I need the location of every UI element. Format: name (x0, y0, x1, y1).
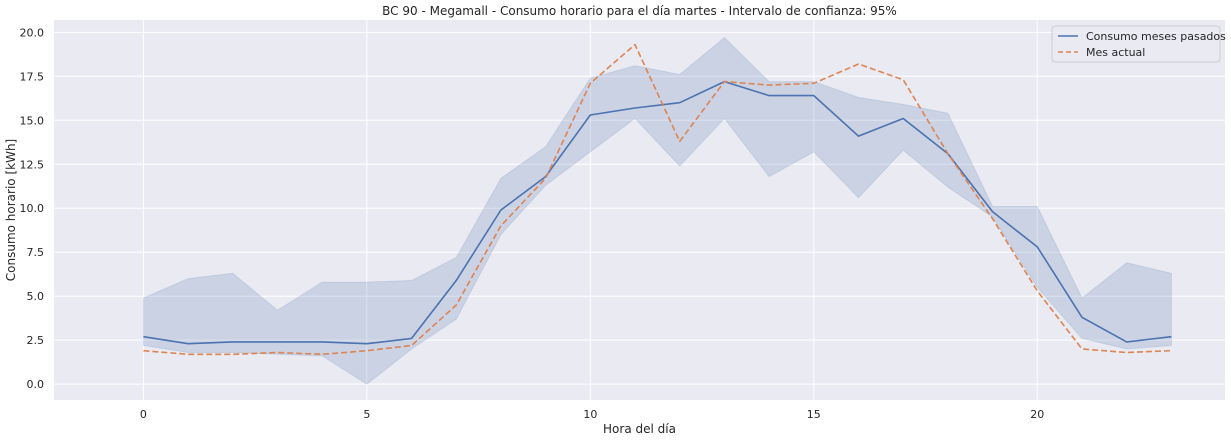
plot-background (54, 20, 1225, 400)
x-tick-label: 15 (807, 408, 821, 421)
x-axis-ticks: 0 5 10 15 20 (140, 408, 1044, 421)
x-tick-label: 0 (140, 408, 147, 421)
legend-label-consumo-meses-pasados: Consumo meses pasados (1086, 30, 1226, 43)
y-tick-label: 0.0 (27, 378, 45, 391)
x-axis-label: Hora del día (603, 422, 676, 436)
y-tick-label: 7.5 (27, 246, 45, 259)
series-lines (143, 43, 1172, 356)
chart-title: BC 90 - Megamall - Consumo horario para … (382, 4, 897, 18)
y-axis-label: Consumo horario [kWh] (4, 139, 18, 281)
x-tick-label: 5 (363, 408, 370, 421)
y-tick-label: 10.0 (20, 202, 45, 215)
series-line-mes-actual (143, 43, 1172, 356)
series-line-consumo-meses-pasados (143, 80, 1172, 345)
legend-label-mes-actual: Mes actual (1086, 46, 1145, 59)
y-tick-label: 12.5 (20, 158, 45, 171)
y-tick-label: 20.0 (20, 26, 45, 39)
confidence-interval-band (142, 36, 1172, 385)
legend-box (1051, 25, 1221, 63)
y-tick-label: 17.5 (20, 70, 45, 83)
x-tick-label: 20 (1030, 408, 1044, 421)
legend: Consumo meses pasados Mes actual (1051, 25, 1226, 63)
y-tick-label: 15.0 (20, 114, 45, 127)
y-tick-label: 2.5 (27, 334, 45, 347)
y-axis-ticks: 0.0 2.5 5.0 7.5 10.0 12.5 15.0 17.5 20.0 (20, 26, 45, 391)
y-tick-label: 5.0 (27, 290, 45, 303)
x-tick-label: 10 (583, 408, 597, 421)
